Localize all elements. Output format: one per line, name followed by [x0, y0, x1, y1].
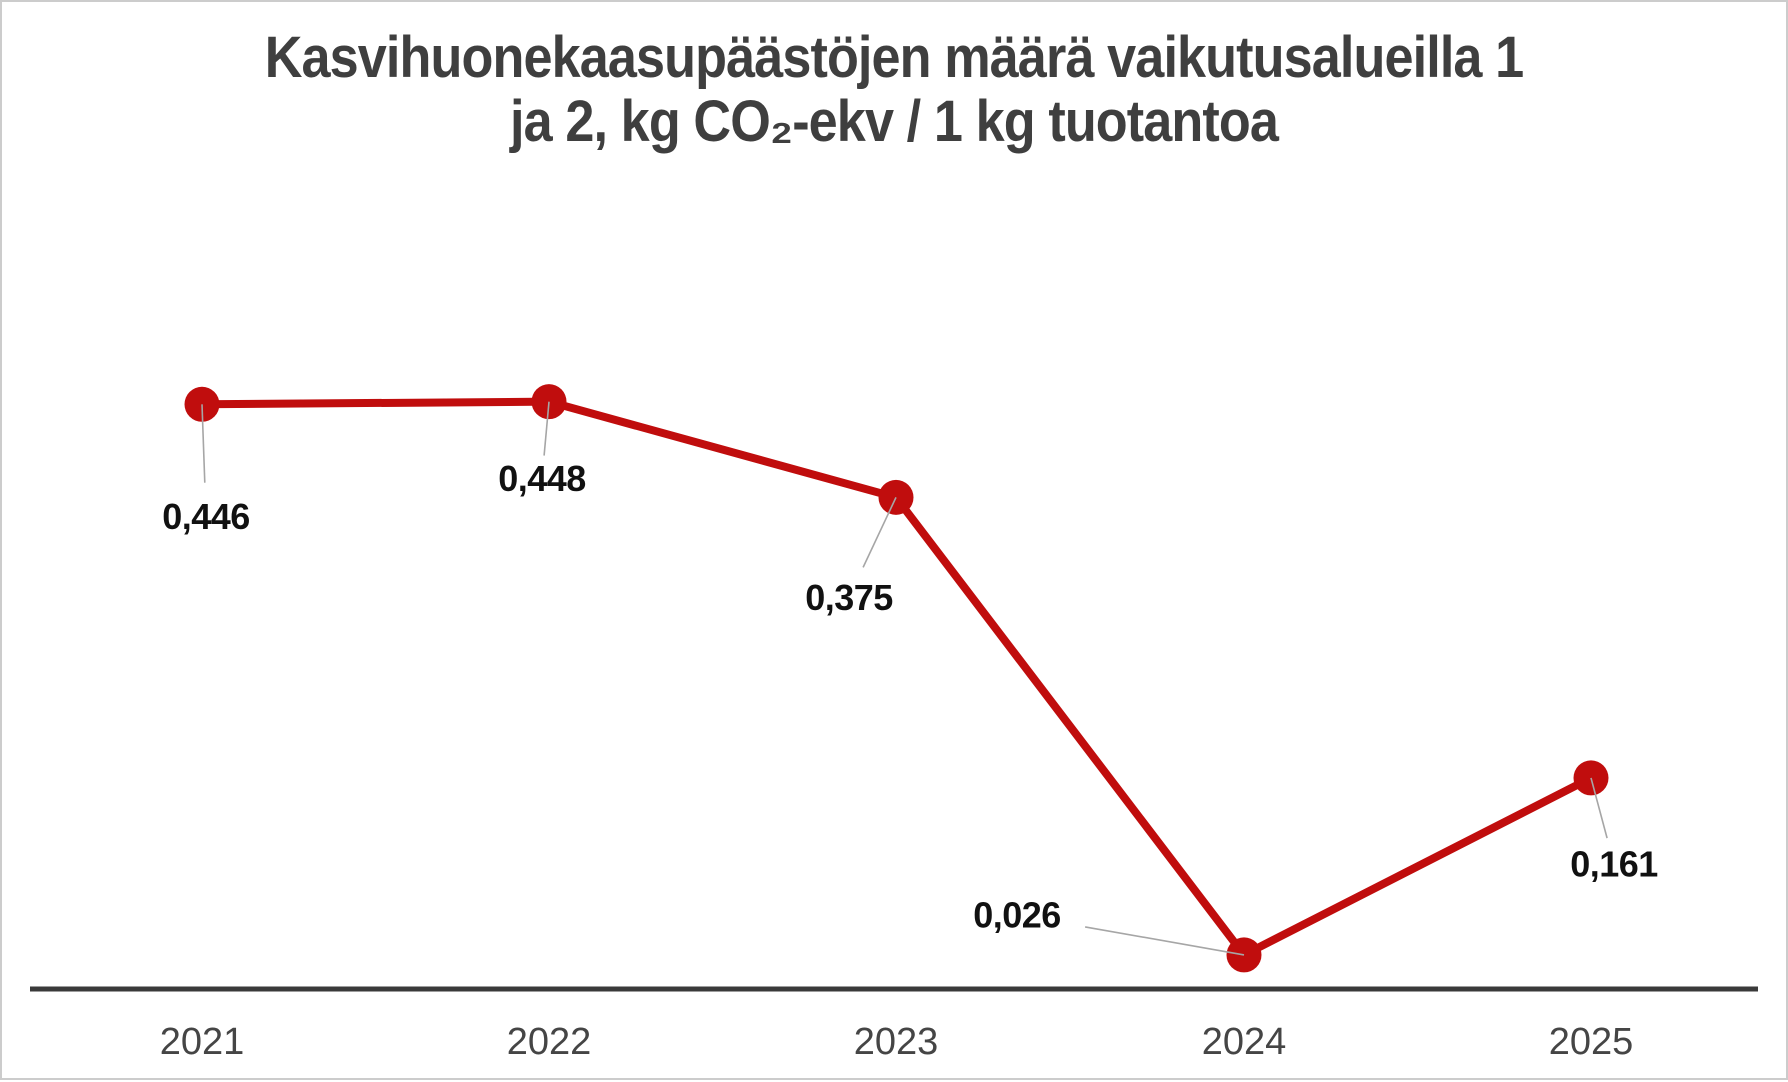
- data-label-2021: 0,446: [162, 496, 250, 537]
- data-label-2024: 0,026: [973, 894, 1061, 935]
- x-tick-label-2022: 2022: [507, 1021, 592, 1063]
- x-tick-label-2024: 2024: [1202, 1021, 1287, 1063]
- chart-title-line2: ja 2, kg CO₂-ekv / 1 kg tuotantoa: [510, 89, 1279, 154]
- chart-title: Kasvihuonekaasupäästöjen määrä vaikutusa…: [2, 26, 1786, 154]
- leader-line-2022: [543, 401, 550, 456]
- leader-line-2025: [1590, 777, 1608, 839]
- x-tick-label-2021: 2021: [160, 1021, 245, 1063]
- x-tick-label-2025: 2025: [1549, 1021, 1634, 1063]
- leader-line-2024: [1084, 926, 1245, 956]
- data-label-2025: 0,161: [1570, 843, 1658, 884]
- leader-line-2023: [862, 497, 897, 568]
- leader-line-2021: [201, 404, 206, 483]
- chart-title-line1: Kasvihuonekaasupäästöjen määrä vaikutusa…: [264, 25, 1524, 90]
- data-label-2023: 0,375: [805, 577, 893, 618]
- data-label-2022: 0,448: [498, 458, 586, 499]
- x-tick-label-2023: 2023: [854, 1021, 939, 1063]
